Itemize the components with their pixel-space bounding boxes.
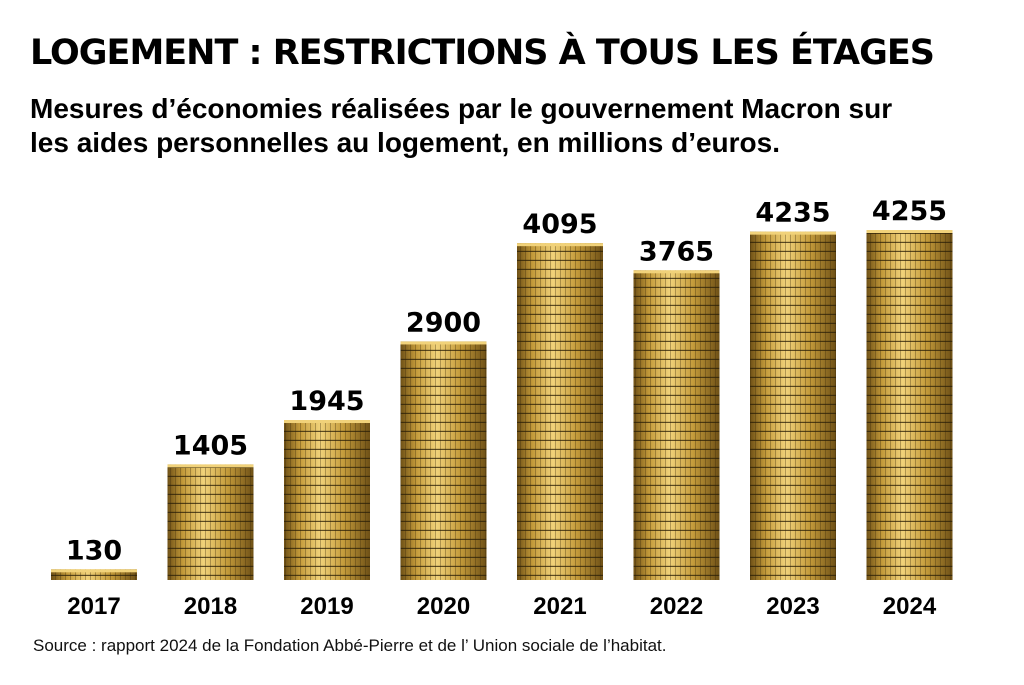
bar-coin-ridges — [51, 569, 137, 580]
bar-top-coin — [750, 231, 836, 235]
x-tick-2023: 2023 — [766, 593, 819, 620]
bar-2024 — [866, 230, 953, 580]
x-tick-2020: 2020 — [417, 593, 470, 620]
bar-top-coin — [400, 341, 487, 345]
bar-top-coin — [633, 270, 720, 274]
x-tick-2018: 2018 — [184, 593, 237, 620]
bar-2022 — [633, 270, 720, 580]
value-label-2022: 3765 — [639, 236, 714, 267]
x-tick-2024: 2024 — [883, 593, 937, 620]
bar-coin-ridges — [400, 341, 487, 580]
x-axis-ticks-group: 2017 2018 2019 2020 2021 2022 2023 2024 — [67, 593, 937, 620]
x-tick-2017: 2017 — [67, 593, 120, 620]
value-label-2024: 4255 — [872, 196, 947, 227]
x-tick-2022: 2022 — [650, 593, 703, 620]
value-label-2017: 130 — [66, 535, 122, 566]
bar-coin-ridges — [750, 231, 836, 580]
value-label-2023: 4235 — [755, 198, 830, 229]
chart-title: LOGEMENT : RESTRICTIONS À TOUS LES ÉTAGE… — [30, 33, 935, 73]
value-labels-group: 130 1405 1945 2900 4095 3765 4235 4255 — [66, 196, 947, 566]
bars-group — [51, 230, 953, 580]
bar-coin-ridges — [167, 464, 254, 580]
x-tick-2021: 2021 — [533, 593, 586, 620]
bar-2018 — [167, 464, 254, 580]
bar-2021 — [517, 243, 603, 580]
bar-coin-ridges — [517, 243, 603, 580]
value-label-2019: 1945 — [289, 386, 364, 417]
bar-top-coin — [167, 464, 254, 468]
bar-top-coin — [517, 243, 603, 247]
bar-2020 — [400, 341, 487, 580]
source-note: Source : rapport 2024 de la Fondation Ab… — [33, 636, 667, 655]
value-label-2018: 1405 — [173, 430, 248, 461]
bar-top-coin — [284, 420, 370, 424]
x-tick-2019: 2019 — [300, 593, 353, 620]
bar-coin-ridges — [633, 270, 720, 580]
value-label-2021: 4095 — [522, 209, 597, 240]
bar-coin-ridges — [866, 230, 953, 580]
bar-2017 — [51, 569, 137, 580]
bar-top-coin — [51, 569, 137, 573]
bar-2019 — [284, 420, 370, 580]
bar-coin-ridges — [284, 420, 370, 580]
value-label-2020: 2900 — [406, 307, 481, 338]
chart-subtitle: Mesures d’économies réalisées par le gou… — [30, 93, 893, 158]
bar-top-coin — [866, 230, 953, 233]
bar-2023 — [750, 231, 836, 580]
